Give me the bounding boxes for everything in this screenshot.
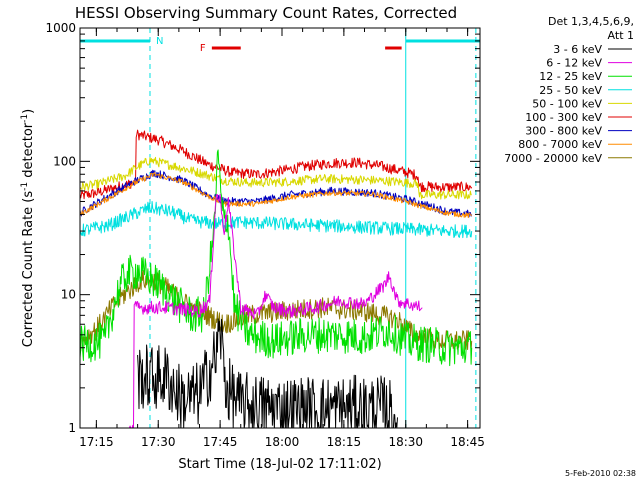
plot-frame — [79, 27, 481, 429]
x-tick-label-6: 18:45 — [450, 435, 485, 449]
series-line-5 — [80, 268, 473, 352]
series-layer — [80, 129, 473, 428]
axes: 17:15 17:30 17:45 18:00 18:15 18:30 18:45 1 10 10… — [45, 21, 484, 449]
y-tick-label-3: 1000 — [45, 21, 76, 35]
x-tick-label-0: 17:15 — [79, 435, 114, 449]
x-tick-label-4: 18:15 — [327, 435, 362, 449]
x-tick-label-2: 17:45 — [203, 435, 238, 449]
night-flare-markers: NF — [80, 36, 480, 54]
x-tick-label-1: 17:30 — [141, 435, 176, 449]
legend-header-line2: Att 1 — [608, 29, 634, 42]
series-line-7 — [128, 193, 423, 428]
legend-label-2: 12 - 25 keV — [539, 70, 602, 83]
legend-label-8: 7000 - 20000 keV — [504, 152, 602, 165]
series-line-0 — [80, 129, 473, 200]
flare-label: F — [200, 43, 206, 54]
footer-date: 5-Feb-2010 02:38 — [565, 469, 636, 478]
y-axis-label-sup1: -1 — [20, 182, 30, 191]
series-line-6 — [80, 149, 473, 367]
legend-header-line1: Det 1,3,4,5,6,9, — [548, 15, 634, 28]
chart-title: HESSI Observing Summary Count Rates, Cor… — [75, 4, 457, 22]
legend-label-3: 25 - 50 keV — [539, 84, 602, 97]
series-line-4 — [80, 201, 473, 239]
legend-label-5: 100 - 300 keV — [525, 111, 602, 124]
series-line-3 — [80, 172, 473, 219]
y-axis-label: Corrected Count Rate (s-1 detector-1) — [20, 109, 36, 347]
y-axis-label-main: Corrected Count Rate (s — [21, 191, 36, 348]
x-tick-label-3: 18:00 — [265, 435, 300, 449]
legend-label-4: 50 - 100 keV — [532, 97, 602, 110]
y-axis-label-mid: detector — [21, 122, 36, 182]
legend-label-6: 300 - 800 keV — [525, 125, 602, 138]
night-label: N — [156, 36, 163, 47]
legend-label-1: 6 - 12 keV — [546, 57, 602, 70]
legend-label-0: 3 - 6 keV — [553, 43, 602, 56]
x-tick-label-5: 18:30 — [388, 435, 423, 449]
y-axis-label-end: ) — [21, 109, 36, 114]
plot-area: NF 17:15 17:30 17:45 18:00 18:15 18:30 18:4511… — [45, 21, 484, 449]
y-axis-label-sup2: -1 — [20, 114, 30, 123]
y-tick-label-1: 10 — [61, 288, 76, 302]
legend-label-7: 800 - 7000 keV — [518, 138, 602, 151]
y-tick-label-2: 100 — [53, 154, 76, 168]
x-axis-label: Start Time (18-Jul-02 17:11:02) — [178, 457, 381, 472]
series-line-1 — [80, 156, 472, 200]
y-tick-label-0: 1 — [68, 421, 76, 435]
series-line-8 — [137, 318, 398, 428]
